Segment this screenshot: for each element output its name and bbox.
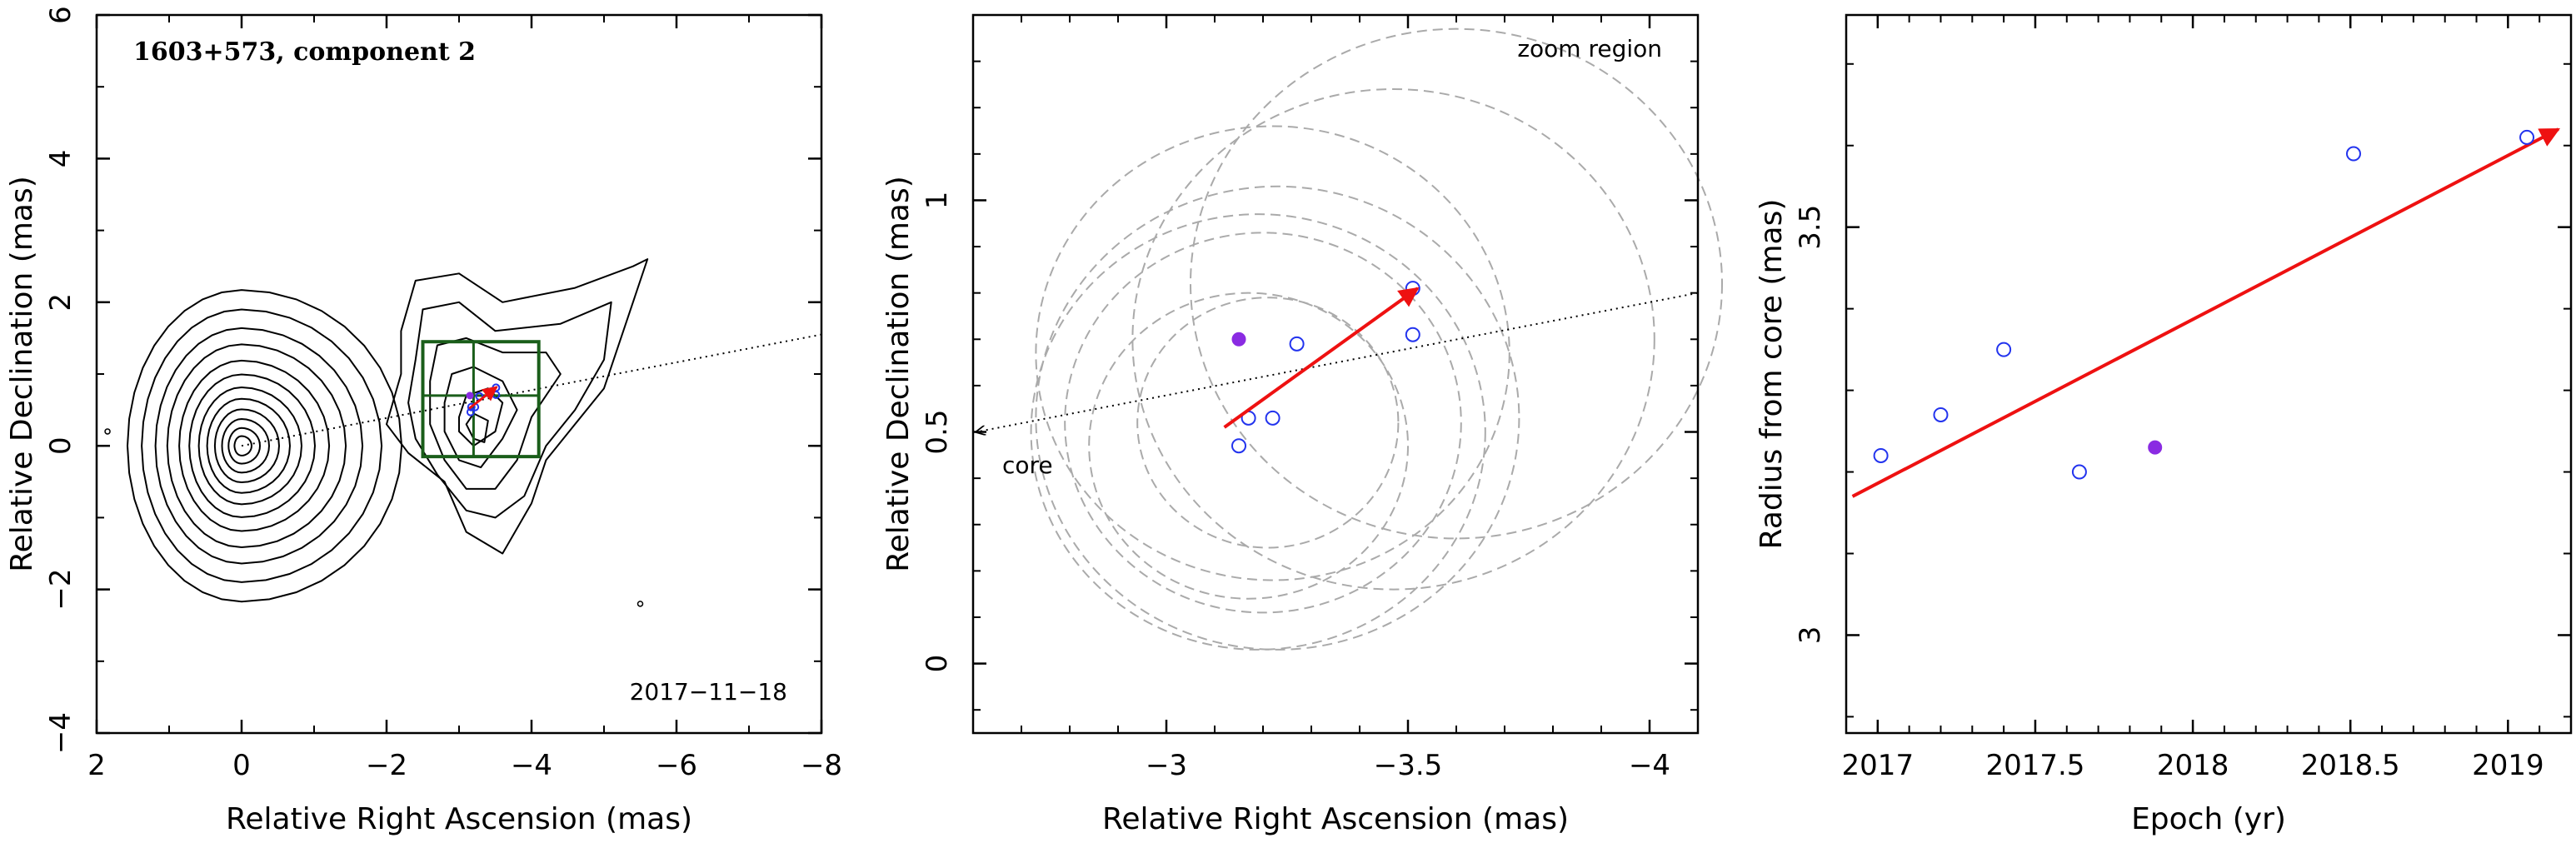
x-tick-label: 2019: [2472, 749, 2544, 782]
p3-x-axis-title: Epoch (yr): [2131, 802, 2286, 836]
uncertainty-circle: [1088, 292, 1409, 600]
y-tick-label: 2: [44, 293, 77, 312]
uncertainty-circle: [1035, 125, 1510, 581]
p3-frame: [1845, 13, 2573, 735]
p1-marks: [104, 258, 822, 607]
open-marker: [1933, 407, 1949, 422]
p3-y-axis-title: Radius from core (mas): [1755, 199, 1789, 550]
stray-contour: [637, 601, 644, 607]
jet-contour: [429, 337, 562, 490]
core-contour: [221, 417, 271, 474]
open-marker: [1873, 447, 1889, 463]
p2-x-axis-title: Relative Right Ascension (mas): [1102, 802, 1569, 836]
stray-contour: [104, 428, 111, 435]
uncertainty-circle: [1030, 213, 1486, 651]
jet-contour: [465, 412, 489, 443]
y-tick-label: 0: [921, 655, 954, 673]
open-marker: [467, 402, 476, 412]
core-contour: [154, 327, 364, 565]
y-tick-label: 0: [44, 436, 77, 455]
core-contour: [197, 386, 303, 506]
core-contour: [233, 435, 253, 456]
panel-zoom-region: −3 −3.5 −4 0 0.5 1 zoom region core Relative …: [881, 13, 1723, 836]
y-tick-label: 1: [921, 192, 954, 210]
p2-zoom-label: zoom region: [1517, 35, 1662, 62]
x-tick-label: 2018: [2157, 749, 2229, 782]
uncertainty-circle: [1131, 87, 1655, 591]
position-angle-line: [976, 292, 1699, 432]
open-marker: [2071, 464, 2087, 480]
y-tick-label: 4: [44, 150, 77, 168]
core-contour: [188, 373, 317, 518]
open-marker: [1996, 342, 2012, 357]
p2-core-label: core: [1002, 451, 1053, 479]
motion-arrow: [1223, 287, 1420, 429]
open-marker: [2346, 146, 2361, 162]
panel-contour-map: 2 0 −2 −4 −6 −8 −4 −2 0 2 4 6 1603+573, component 2…: [5, 6, 842, 836]
open-marker: [2519, 129, 2535, 145]
core-contour: [126, 289, 403, 603]
core-contour: [213, 408, 281, 484]
x-tick-label: −2: [366, 749, 407, 782]
core-contour: [178, 359, 331, 532]
p1-date-label: 2017−11−18: [630, 678, 787, 706]
y-tick-label: 0.5: [921, 409, 954, 454]
x-tick-label: 2017.5: [1985, 749, 2084, 782]
jet-contour: [386, 258, 649, 555]
open-marker: [1231, 438, 1246, 454]
x-tick-label: −6: [656, 749, 697, 782]
y-tick-label: 6: [44, 6, 77, 24]
x-tick-label: −4: [511, 749, 552, 782]
p2-ticks: −3 −3.5 −4 0 0.5 1: [921, 14, 1698, 782]
x-tick-label: 0: [232, 749, 251, 782]
p2-marks: [976, 27, 1723, 651]
open-marker: [1405, 327, 1420, 342]
core-contour: [141, 308, 383, 583]
uncertainty-circle: [1064, 232, 1462, 614]
jet-contour: [407, 301, 612, 519]
core-contour: [166, 343, 347, 549]
p1-ticks: 2 0 −2 −4 −6 −8 −4 −2 0 2 4 6: [44, 6, 842, 782]
core-contour: [227, 426, 262, 465]
p3-ticks: 2017 2017.5 2018 2018.5 2019 3 3.5: [1794, 15, 2572, 782]
x-tick-label: −4: [1629, 749, 1670, 782]
motion-arrow: [1851, 127, 2560, 498]
open-marker: [1265, 410, 1281, 426]
jet-contour: [443, 366, 518, 469]
filled-marker: [466, 392, 474, 400]
p2-frame: [971, 13, 1700, 735]
filled-marker: [1231, 332, 1246, 347]
x-tick-label: −8: [801, 749, 842, 782]
y-tick-label: 3.5: [1794, 205, 1827, 250]
uncertainty-circle: [1035, 185, 1520, 651]
y-tick-label: 3: [1794, 626, 1827, 645]
p1-y-axis-title: Relative Declination (mas): [5, 176, 39, 572]
x-tick-label: −3: [1146, 749, 1187, 782]
open-marker: [1289, 336, 1305, 352]
uncertainty-circle: [1136, 297, 1400, 549]
filled-marker: [2148, 440, 2163, 455]
x-tick-label: 2: [87, 749, 106, 782]
p1-frame: [95, 13, 823, 735]
p3-marks: [1851, 127, 2560, 498]
x-tick-label: 2018.5: [2301, 749, 2400, 782]
x-tick-label: 2017: [1842, 749, 1915, 782]
p2-y-axis-title: Relative Declination (mas): [881, 176, 916, 572]
p1-x-axis-title: Relative Right Ascension (mas): [226, 802, 692, 836]
y-tick-label: −4: [44, 712, 77, 754]
uncertainty-circle: [1190, 27, 1723, 540]
zoom-box: [421, 340, 541, 459]
x-tick-label: −3.5: [1374, 749, 1443, 782]
motion-arrow: [468, 386, 498, 410]
y-tick-label: −2: [44, 569, 77, 611]
p1-title: 1603+573, component 2: [133, 37, 476, 67]
core-contour: [206, 397, 292, 494]
